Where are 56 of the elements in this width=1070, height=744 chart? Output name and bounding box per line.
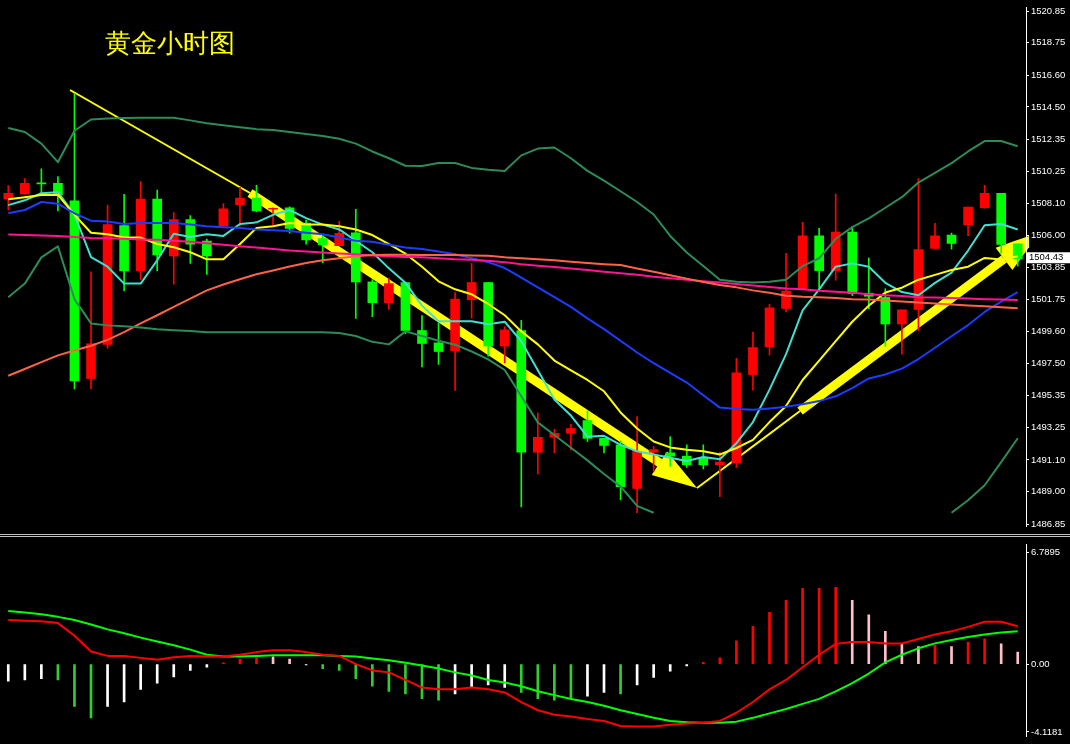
bar: [288, 658, 291, 664]
y-tick-label: 1491.10: [1031, 453, 1066, 465]
text: 1504.43: [1029, 251, 1064, 263]
bar: [486, 664, 490, 686]
bar: [255, 656, 258, 664]
y-tick-label: 1503.85: [1031, 261, 1066, 273]
bar: [553, 664, 556, 701]
y-tick-label: 1493.25: [1031, 421, 1066, 433]
y-tick-label: -4.1181: [1031, 725, 1063, 737]
bar: [735, 640, 738, 664]
bar: [354, 664, 358, 679]
bar: [950, 646, 953, 664]
y-tick-label: 1497.50: [1031, 357, 1066, 369]
y-tick-label: 1486.85: [1031, 517, 1066, 529]
y-tick-label: 1510.25: [1031, 164, 1066, 176]
bar: [586, 664, 589, 697]
bar: [23, 664, 27, 681]
bar: [337, 664, 341, 671]
y-tick-label: 1489.00: [1031, 485, 1066, 497]
bar: [155, 664, 159, 684]
bar: [188, 664, 192, 671]
bar: [40, 664, 43, 679]
bar: [1016, 651, 1020, 664]
bar: [768, 612, 771, 664]
y-tick-label: 1501.75: [1031, 292, 1066, 304]
bar: [172, 664, 176, 678]
bar: [73, 664, 76, 707]
y-tick-label: 1512.35: [1031, 133, 1066, 145]
bar: [652, 664, 655, 678]
bar: [503, 664, 507, 688]
bar: [867, 614, 871, 664]
bar: [619, 664, 622, 695]
bar: [106, 664, 109, 707]
y-tick-label: 1516.60: [1031, 68, 1066, 80]
bar: [519, 664, 523, 693]
bar: [850, 600, 854, 664]
y-tick-label: 1514.50: [1031, 100, 1066, 112]
bar: [321, 664, 325, 669]
y-tick-label: 6.7895: [1031, 545, 1061, 557]
bar: [983, 638, 986, 664]
bar: [536, 664, 540, 700]
bar: [668, 664, 672, 672]
text: 黄金小时图: [105, 27, 235, 60]
bar: [999, 643, 1003, 664]
bar: [139, 664, 142, 690]
y-tick-label: 1508.10: [1031, 197, 1066, 209]
y-tick-label: 1518.75: [1031, 36, 1066, 48]
y-tick-label: 1495.35: [1031, 389, 1066, 401]
y-tick-label: 1499.60: [1031, 325, 1066, 337]
y-tick-label: 1520.85: [1031, 4, 1066, 16]
bar: [371, 664, 374, 687]
candlestick: [235, 187, 245, 227]
bar: [404, 664, 407, 695]
y-tick-label: 0.00: [1031, 657, 1050, 669]
bar: [6, 664, 10, 682]
y-tick-label: 1506.00: [1031, 228, 1066, 240]
